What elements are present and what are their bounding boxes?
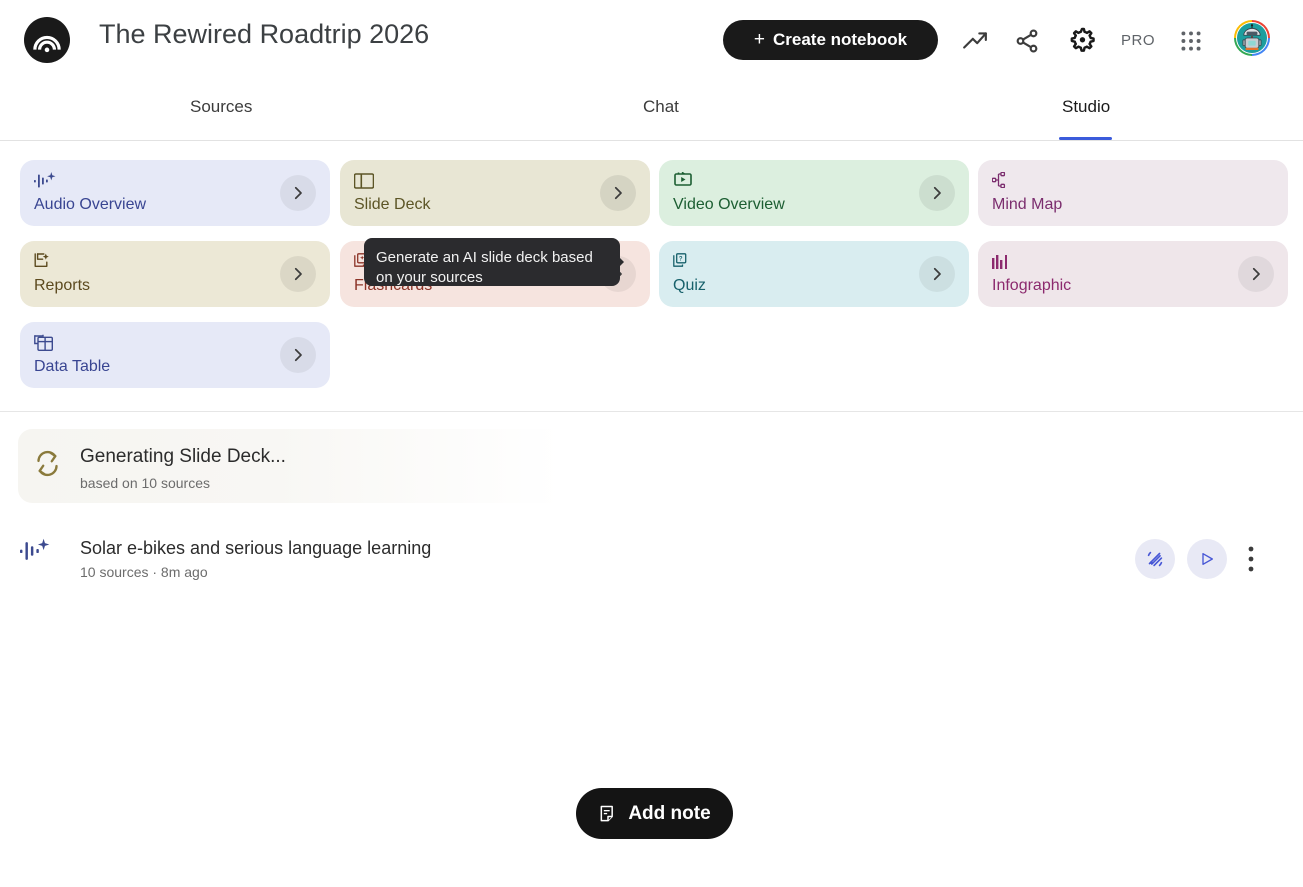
svg-text:?: ? xyxy=(679,256,683,262)
